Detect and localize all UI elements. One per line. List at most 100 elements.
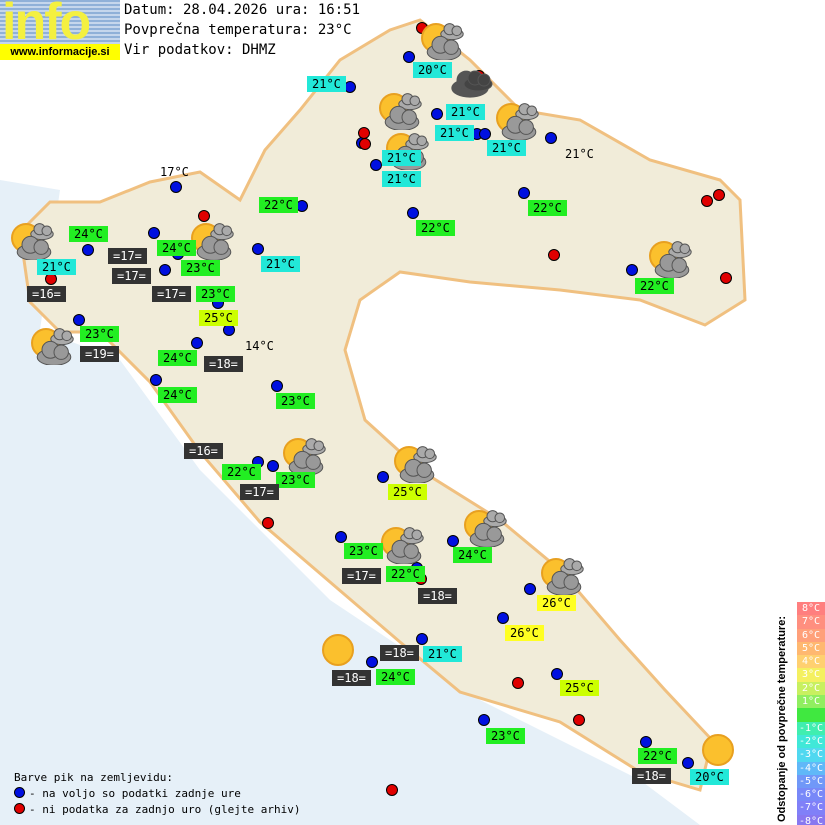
temperature-label[interactable]: 23°C [80, 326, 119, 342]
station-dot-blue[interactable] [478, 714, 490, 726]
station-dot-blue[interactable] [366, 656, 378, 668]
station-dot-red[interactable] [701, 195, 713, 207]
temperature-label[interactable]: 21°C [565, 147, 594, 161]
station-dot-red[interactable] [359, 138, 371, 150]
station-dot-blue[interactable] [551, 668, 563, 680]
temperature-label[interactable]: 20°C [690, 769, 729, 785]
temperature-label[interactable]: 21°C [446, 104, 485, 120]
temperature-label[interactable]: =18= [418, 588, 457, 604]
legend: Barve pik na zemljevidu: - na voljo so p… [14, 770, 301, 818]
temperature-label[interactable]: 21°C [487, 140, 526, 156]
temperature-label[interactable]: 25°C [560, 680, 599, 696]
temperature-label[interactable]: =19= [80, 346, 119, 362]
station-dot-blue[interactable] [640, 736, 652, 748]
temperature-label[interactable]: 23°C [181, 260, 220, 276]
temperature-label[interactable]: =17= [152, 286, 191, 302]
station-dot-blue[interactable] [447, 535, 459, 547]
station-dot-red[interactable] [720, 272, 732, 284]
temperature-label[interactable]: 24°C [69, 226, 108, 242]
station-dot-red[interactable] [198, 210, 210, 222]
temperature-label[interactable]: 24°C [158, 350, 197, 366]
temperature-label[interactable]: 21°C [307, 76, 346, 92]
station-dot-blue[interactable] [370, 159, 382, 171]
station-dot-blue[interactable] [170, 181, 182, 193]
temperature-label[interactable]: 22°C [638, 748, 677, 764]
station-dot-blue[interactable] [497, 612, 509, 624]
temperature-label[interactable]: 24°C [453, 547, 492, 563]
temperature-label[interactable]: 23°C [196, 286, 235, 302]
scale-step: 4°C [797, 655, 825, 669]
partly-cloudy-icon [184, 220, 236, 261]
station-dot-blue[interactable] [73, 314, 85, 326]
temperature-label[interactable]: 21°C [382, 171, 421, 187]
station-dot-blue[interactable] [267, 460, 279, 472]
temperature-label[interactable]: =18= [204, 356, 243, 372]
station-dot-blue[interactable] [271, 380, 283, 392]
temperature-label[interactable]: =17= [240, 484, 279, 500]
temperature-label[interactable]: =18= [380, 645, 419, 661]
temperature-label[interactable]: 21°C [423, 646, 462, 662]
station-dot-red[interactable] [262, 517, 274, 529]
station-dot-blue[interactable] [82, 244, 94, 256]
station-dot-red[interactable] [548, 249, 560, 261]
temperature-label[interactable]: 24°C [157, 240, 196, 256]
station-dot-blue[interactable] [545, 132, 557, 144]
temperature-label[interactable]: =17= [108, 248, 147, 264]
station-dot-blue[interactable] [403, 51, 415, 63]
temperature-label[interactable]: 22°C [528, 200, 567, 216]
temperature-label[interactable]: 21°C [382, 150, 421, 166]
temperature-label[interactable]: 22°C [416, 220, 455, 236]
temperature-label[interactable]: 21°C [37, 259, 76, 275]
temperature-label[interactable]: 26°C [537, 595, 576, 611]
temperature-label[interactable]: 14°C [245, 339, 274, 353]
temperature-label[interactable]: 25°C [388, 484, 427, 500]
info-logo[interactable]: info www.informacije.si [0, 0, 120, 60]
temperature-label[interactable]: 23°C [486, 728, 525, 744]
temperature-label[interactable]: 22°C [635, 278, 674, 294]
temperature-label[interactable]: 20°C [413, 62, 452, 78]
station-dot-blue[interactable] [377, 471, 389, 483]
scale-title: Odstopanje od povprečne temperature: [776, 616, 788, 822]
temperature-label[interactable]: =17= [112, 268, 151, 284]
temperature-label[interactable]: 23°C [276, 393, 315, 409]
temperature-label[interactable]: =18= [332, 670, 371, 686]
station-dot-blue[interactable] [431, 108, 443, 120]
temperature-label[interactable]: 23°C [344, 543, 383, 559]
station-dot-blue[interactable] [518, 187, 530, 199]
station-dot-blue[interactable] [626, 264, 638, 276]
logo-url[interactable]: www.informacije.si [0, 44, 120, 60]
temperature-label[interactable]: 23°C [276, 472, 315, 488]
station-dot-red[interactable] [713, 189, 725, 201]
station-dot-blue[interactable] [252, 243, 264, 255]
station-dot-blue[interactable] [416, 633, 428, 645]
station-dot-red[interactable] [386, 784, 398, 796]
temperature-label[interactable]: 22°C [259, 197, 298, 213]
temperature-label[interactable]: 21°C [261, 256, 300, 272]
station-dot-red[interactable] [512, 677, 524, 689]
temperature-label[interactable]: 21°C [435, 125, 474, 141]
temperature-label[interactable]: 22°C [222, 464, 261, 480]
station-dot-red[interactable] [573, 714, 585, 726]
temperature-label[interactable]: =16= [27, 286, 66, 302]
station-dot-blue[interactable] [524, 583, 536, 595]
temperature-label[interactable]: =18= [632, 768, 671, 784]
station-dot-blue[interactable] [682, 757, 694, 769]
temperature-label[interactable]: 22°C [386, 566, 425, 582]
station-dot-blue[interactable] [479, 128, 491, 140]
partly-cloudy-icon [642, 238, 694, 279]
temperature-label[interactable]: 17°C [160, 165, 189, 179]
legend-red: - ni podatka za zadnjo uro (glejte arhiv… [29, 803, 301, 816]
temperature-label[interactable]: =17= [342, 568, 381, 584]
station-dot-blue[interactable] [191, 337, 203, 349]
temperature-label[interactable]: 26°C [505, 625, 544, 641]
station-dot-blue[interactable] [407, 207, 419, 219]
station-dot-blue[interactable] [148, 227, 160, 239]
temperature-label[interactable]: 24°C [158, 387, 197, 403]
temperature-label[interactable]: 25°C [199, 310, 238, 326]
station-dot-blue[interactable] [335, 531, 347, 543]
station-dot-blue[interactable] [150, 374, 162, 386]
temperature-label[interactable]: =16= [184, 443, 223, 459]
station-dot-blue[interactable] [159, 264, 171, 276]
temperature-label[interactable]: 24°C [376, 669, 415, 685]
scale-step [797, 708, 825, 722]
